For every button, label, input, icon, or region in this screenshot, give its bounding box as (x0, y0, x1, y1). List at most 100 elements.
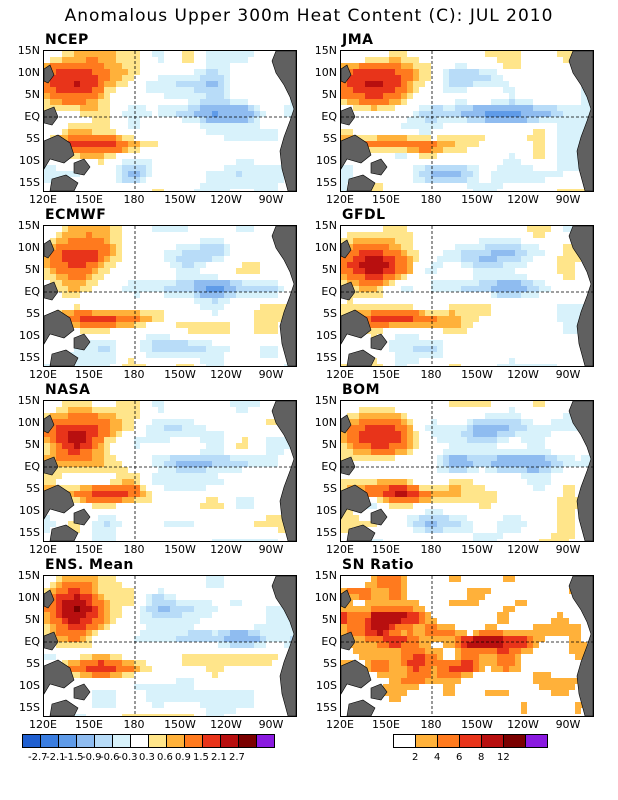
latitude-tick-label: EQ (321, 460, 337, 473)
land-mass (341, 456, 356, 476)
colorbar-swatch (77, 735, 95, 747)
land-mass (346, 174, 376, 191)
land-mass (44, 631, 59, 651)
latitude-tick-label: 5N (24, 438, 40, 451)
heat-content-map (44, 576, 296, 716)
land-mass (341, 281, 356, 301)
colorbar-tick-label: 12 (497, 752, 510, 763)
panel-title: NASA (45, 382, 91, 398)
longitude-tick-label: 150W (164, 368, 196, 381)
longitude-tick-label: 120E (29, 718, 57, 731)
heat-content-map (44, 401, 296, 541)
longitude-tick-label: 120E (326, 543, 354, 556)
longitude-tick-label: 120W (210, 718, 242, 731)
latitude-tick-label: 15S (19, 351, 40, 364)
latitude-tick-label: EQ (24, 635, 40, 648)
latitude-tick-label: EQ (24, 460, 40, 473)
land-mass (49, 174, 79, 191)
longitude-tick-label: 180 (123, 718, 145, 731)
land-mass (44, 589, 55, 609)
latitude-tick-label: 15N (314, 569, 337, 582)
latitude-tick-label: 5N (24, 613, 40, 626)
panel-title: ENS. Mean (45, 557, 134, 573)
latitude-tick-label: 15N (314, 394, 337, 407)
colorbar-swatch (257, 735, 274, 747)
longitude-tick-label: 90W (555, 718, 581, 731)
panel-title: JMA (342, 32, 374, 48)
land-mass (73, 158, 91, 176)
longitude-tick-label: 150E (75, 193, 103, 206)
longitude-tick-label: 150E (75, 368, 103, 381)
colorbar-tick-label: 4 (434, 752, 441, 763)
colorbar-swatch (526, 735, 547, 747)
land-mass (568, 576, 593, 716)
latitude-tick-label: 5S (26, 657, 40, 670)
map-panel (43, 400, 297, 542)
latitude-tick-label: 10S (19, 504, 40, 517)
land-mass (271, 51, 296, 191)
colorbar-tick-label: -0.6 (100, 752, 120, 763)
latitude-tick-label: 15S (316, 176, 337, 189)
colorbar-tick-label: -2.7 (28, 752, 48, 763)
land-mass (341, 414, 352, 434)
longitude-tick-label: 180 (123, 368, 145, 381)
panel-title: ECMWF (45, 207, 107, 223)
panel-title: BOM (342, 382, 381, 398)
longitude-tick-label: 120E (29, 193, 57, 206)
longitude-tick-label: 120E (326, 368, 354, 381)
colorbar-tick-label: 2.7 (229, 752, 245, 763)
latitude-tick-label: 5N (321, 613, 337, 626)
latitude-tick-label: 15S (316, 526, 337, 539)
colorbar-swatch (41, 735, 59, 747)
map-panel (43, 50, 297, 192)
longitude-tick-label: 150W (461, 543, 493, 556)
longitude-tick-label: 120W (210, 368, 242, 381)
heat-content-map (44, 226, 296, 366)
longitude-tick-label: 150W (461, 193, 493, 206)
longitude-tick-label: 180 (123, 543, 145, 556)
land-mass (44, 281, 59, 301)
land-mass (341, 589, 352, 609)
land-mass (346, 699, 376, 716)
colorbar-tick-label: 8 (478, 752, 485, 763)
latitude-tick-label: 10N (314, 416, 337, 429)
longitude-tick-label: 90W (555, 193, 581, 206)
colorbar-swatch (167, 735, 185, 747)
longitude-tick-label: 150W (461, 368, 493, 381)
latitude-tick-label: 10N (314, 591, 337, 604)
colorbar-tick-label: 6 (456, 752, 463, 763)
land-mass (346, 349, 376, 366)
latitude-tick-label: 15N (314, 219, 337, 232)
longitude-tick-label: 120W (507, 543, 539, 556)
latitude-tick-label: 15S (316, 351, 337, 364)
latitude-tick-label: 5N (321, 263, 337, 276)
latitude-tick-label: EQ (321, 635, 337, 648)
longitude-tick-label: 120E (326, 193, 354, 206)
colorbar-swatch (394, 735, 416, 747)
colorbar-tick-label: -2.1 (46, 752, 66, 763)
latitude-tick-label: EQ (24, 285, 40, 298)
land-mass (44, 64, 55, 84)
latitude-tick-label: 5S (26, 307, 40, 320)
land-mass (341, 106, 356, 126)
sn-ratio-colorbar (393, 734, 548, 748)
land-mass (271, 576, 296, 716)
longitude-tick-label: 90W (258, 193, 284, 206)
longitude-tick-label: 150E (372, 718, 400, 731)
longitude-tick-label: 120W (507, 368, 539, 381)
latitude-tick-label: 15N (17, 394, 40, 407)
panel-title: GFDL (342, 207, 386, 223)
latitude-tick-label: EQ (321, 110, 337, 123)
colorbar-swatch (221, 735, 239, 747)
latitude-tick-label: 10N (17, 241, 40, 254)
latitude-tick-label: EQ (24, 110, 40, 123)
colorbar-swatch (113, 735, 131, 747)
heat-content-map (341, 401, 593, 541)
longitude-tick-label: 150W (164, 543, 196, 556)
latitude-tick-label: 5S (323, 482, 337, 495)
latitude-tick-label: 10S (316, 504, 337, 517)
land-mass (568, 51, 593, 191)
latitude-tick-label: 5N (24, 88, 40, 101)
land-mass (370, 333, 388, 351)
land-mass (271, 226, 296, 366)
